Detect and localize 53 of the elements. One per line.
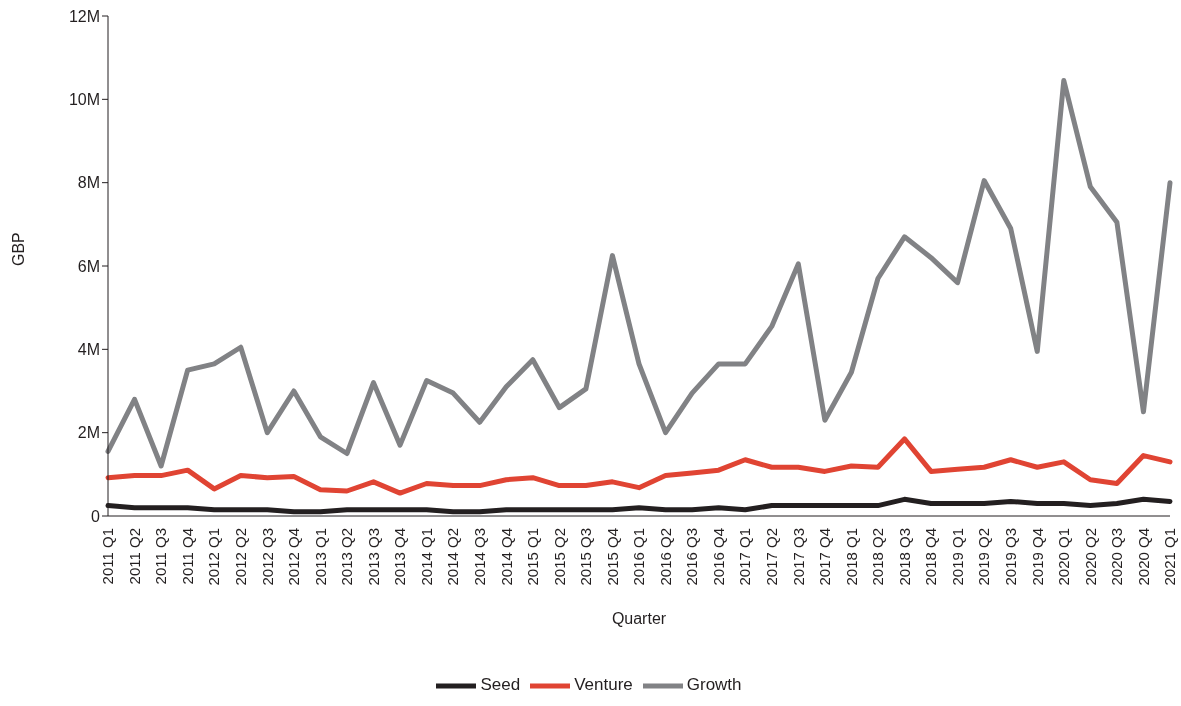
x-tick-label: 2012 Q3 <box>258 528 276 586</box>
x-tick-label: 2015 Q2 <box>550 528 568 586</box>
y-tick-label: 4M <box>77 341 100 359</box>
y-tick-label: 10M <box>68 91 100 109</box>
x-tick-label: 2013 Q4 <box>391 528 409 586</box>
x-tick-label: 2018 Q4 <box>922 528 940 586</box>
x-tick-label: 2011 Q1 <box>99 528 117 585</box>
y-tick-label: 0 <box>91 507 101 525</box>
x-tick-label: 2011 Q4 <box>178 528 196 585</box>
x-tick-label: 2012 Q4 <box>285 528 303 586</box>
x-tick-label: 2014 Q4 <box>497 528 515 586</box>
x-tick-label: 2020 Q1 <box>1055 528 1073 586</box>
x-tick-label: 2012 Q2 <box>232 528 249 586</box>
x-tick-label: 2020 Q3 <box>1108 528 1126 586</box>
x-tick-label: 2016 Q3 <box>683 528 701 586</box>
x-tick-label: 2020 Q4 <box>1134 528 1152 586</box>
x-tick-label: 2019 Q3 <box>1001 528 1019 586</box>
x-tick-label: 2020 Q2 <box>1081 528 1099 586</box>
x-tick-label: 2013 Q1 <box>311 528 329 586</box>
x-tick-label: 2019 Q4 <box>1028 528 1046 586</box>
x-tick-label: 2013 Q2 <box>338 528 356 586</box>
x-tick-label: 2011 Q3 <box>152 528 170 585</box>
x-tick-label: 2015 Q4 <box>603 528 621 586</box>
y-axis-title: GBP <box>9 232 27 266</box>
legend-label: Seed <box>480 675 521 695</box>
x-tick-label: 2019 Q2 <box>975 528 993 586</box>
x-tick-label: 2018 Q2 <box>869 528 887 586</box>
y-tick-label: 8M <box>77 174 100 192</box>
x-tick-label: 2017 Q4 <box>816 528 834 586</box>
x-tick-label: 2017 Q3 <box>789 528 807 586</box>
x-tick-label: 2015 Q1 <box>524 528 542 586</box>
y-tick-label: 6M <box>77 257 100 275</box>
x-axis-title: Quarter <box>611 610 667 627</box>
x-tick-label: 2014 Q2 <box>444 528 462 586</box>
legend-label: Venture <box>574 675 633 695</box>
x-tick-label: 2018 Q1 <box>842 528 860 586</box>
y-tick-label: 2M <box>77 424 100 442</box>
legend-label: Growth <box>686 675 742 695</box>
x-tick-label: 2013 Q3 <box>364 528 382 586</box>
x-tick-label: 2019 Q1 <box>948 528 966 586</box>
x-tick-label: 2014 Q3 <box>470 528 488 586</box>
x-tick-label: 2016 Q2 <box>656 528 674 586</box>
x-tick-label: 2015 Q3 <box>577 528 595 586</box>
x-tick-label: 2017 Q1 <box>736 528 754 586</box>
x-tick-label: 2018 Q3 <box>895 528 913 586</box>
y-tick-label: 12M <box>68 7 100 25</box>
x-tick-label: 2016 Q4 <box>709 528 727 586</box>
x-tick-label: 2017 Q2 <box>763 528 780 586</box>
x-tick-label: 2021 Q1 <box>1161 528 1179 586</box>
x-tick-label: 2016 Q1 <box>630 528 648 586</box>
x-tick-label: 2012 Q1 <box>205 528 223 586</box>
x-tick-label: 2011 Q2 <box>125 528 143 585</box>
x-tick-label: 2014 Q1 <box>417 528 435 586</box>
